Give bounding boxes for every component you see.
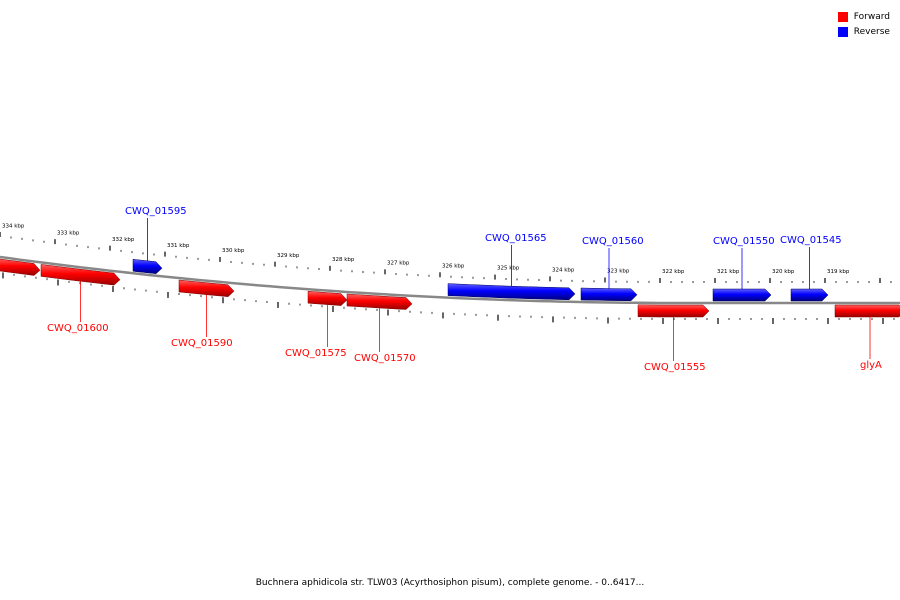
reverse-swatch: [837, 26, 848, 37]
ruler-label: 331 kbp: [167, 243, 190, 249]
ruler-label: 327 kbp: [387, 260, 410, 266]
gene-label: CWQ_01560: [582, 236, 644, 247]
gene-arrow[interactable]: [834, 304, 900, 318]
legend: Forward Reverse: [837, 9, 890, 39]
genome-backbone: [0, 255, 900, 305]
legend-item-forward: Forward: [837, 9, 890, 24]
ruler-label: 326 kbp: [442, 263, 465, 269]
gene-label: CWQ_01595: [125, 206, 187, 217]
gene-label: CWQ_01575: [285, 348, 347, 359]
gene-label: CWQ_01600: [47, 323, 109, 334]
gene-arrow[interactable]: [0, 258, 41, 276]
gene-label: CWQ_01570: [354, 353, 416, 364]
ruler-label: 324 kbp: [552, 267, 575, 273]
ruler-label: 322 kbp: [662, 269, 685, 275]
ruler-label: 334 kbp: [2, 223, 25, 229]
ruler-label: 325 kbp: [497, 266, 520, 272]
forward-swatch: [837, 11, 848, 22]
gene-arrow[interactable]: [712, 288, 772, 302]
ruler-label: 321 kbp: [717, 269, 740, 275]
gene-arrow[interactable]: [40, 264, 121, 286]
gene-arrow[interactable]: [790, 288, 829, 302]
gene-arrow[interactable]: [307, 290, 348, 306]
ruler-label: 330 kbp: [222, 248, 245, 254]
gene-arrow[interactable]: [132, 258, 163, 274]
bottom-tick-track: [2, 272, 895, 324]
gene-label: CWQ_01550: [713, 236, 775, 247]
ruler-label: 328 kbp: [332, 257, 355, 263]
gene-arrow[interactable]: [580, 287, 638, 302]
ruler-label: 320 kbp: [772, 269, 795, 275]
gene-label: CWQ_01545: [780, 235, 842, 246]
gene-arrow[interactable]: [178, 279, 235, 297]
ruler-label: 333 kbp: [57, 230, 80, 236]
gene-arrow[interactable]: [637, 304, 710, 318]
ruler-label: 323 kbp: [607, 268, 630, 274]
gene-arrow[interactable]: [346, 293, 413, 310]
genome-caption: Buchnera aphidicola str. TLW03 (Acyrthos…: [255, 578, 645, 588]
gene-label: CWQ_01565: [485, 233, 547, 244]
ruler-label: 319 kbp: [827, 269, 850, 275]
ruler-track: 334 kbp 333 kbp 332 kbp 331 kbp 330 kbp 329 k…: [0, 223, 892, 283]
gene-label: CWQ_01555: [644, 362, 706, 373]
ruler-label: 329 kbp: [277, 253, 300, 259]
ruler-label: 332 kbp: [112, 237, 135, 243]
legend-label-forward: Forward: [853, 11, 890, 22]
gene-label: CWQ_01590: [171, 338, 233, 349]
legend-label-reverse: Reverse: [853, 26, 890, 37]
gene-arrow[interactable]: [447, 283, 576, 301]
legend-item-reverse: Reverse: [837, 24, 890, 39]
gene-track: CWQ_01595 CWQ_01565 CWQ_01560 CWQ_01550 CWQ_…: [0, 206, 900, 373]
gene-label: glyA: [860, 360, 882, 371]
